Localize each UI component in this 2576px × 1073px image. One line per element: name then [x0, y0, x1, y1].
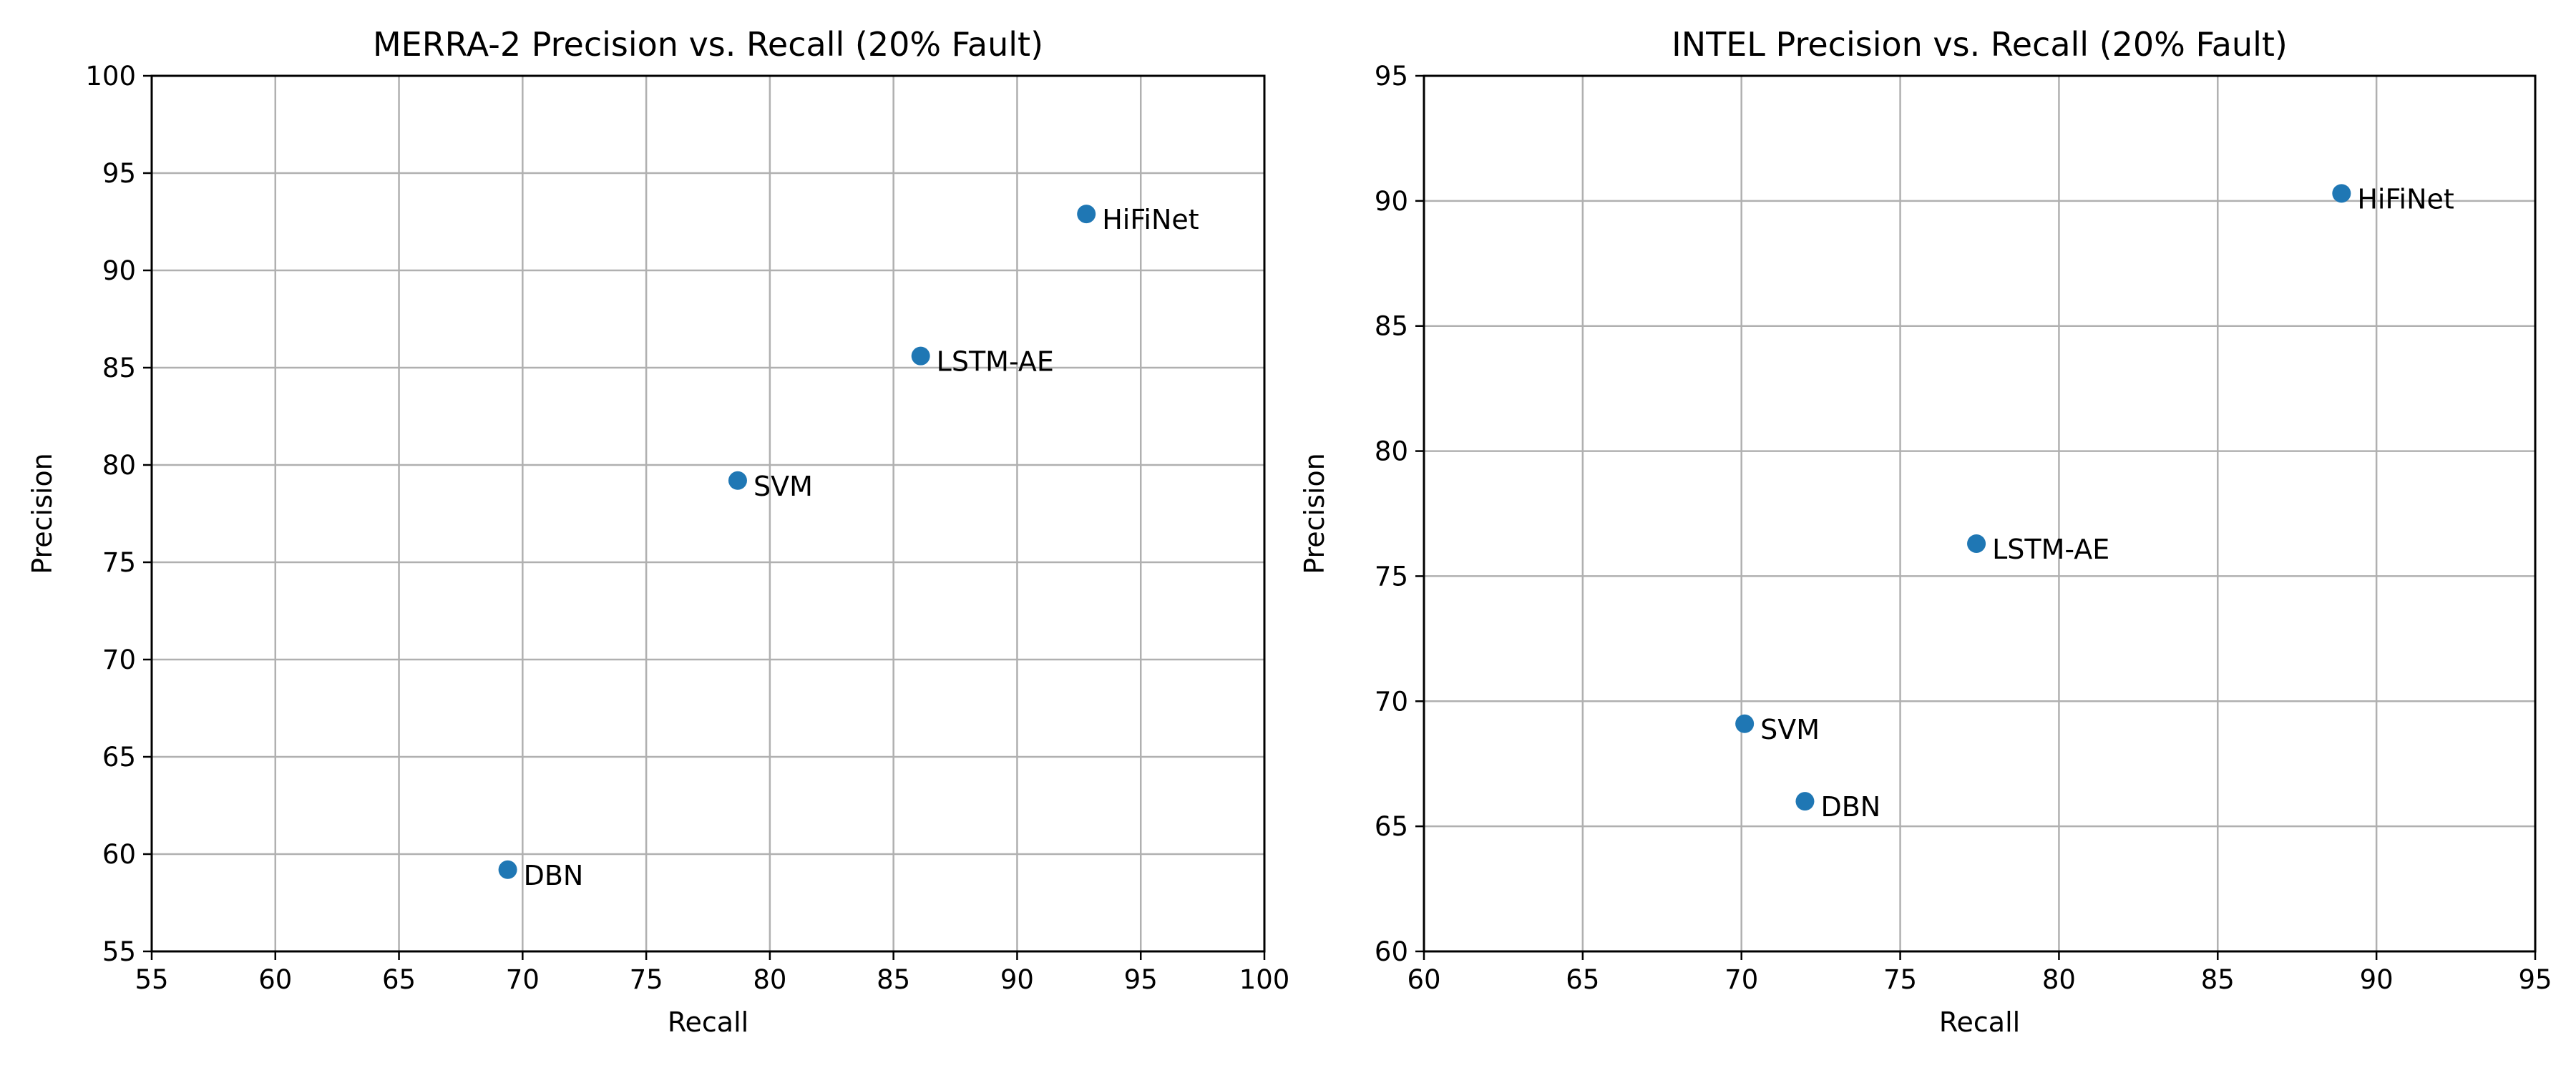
scatter-point — [1077, 205, 1096, 224]
x-tick-label: 85 — [2201, 964, 2235, 995]
x-tick-label: 80 — [753, 964, 786, 995]
y-tick-label: 75 — [102, 547, 136, 578]
point-label: SVM — [753, 471, 813, 502]
point-label: LSTM-AE — [1992, 534, 2109, 565]
scatter-point — [911, 346, 930, 366]
y-tick-label: 80 — [1375, 436, 1408, 467]
x-tick-label: 95 — [2518, 964, 2552, 995]
scatter-point — [1795, 792, 1815, 811]
x-axis-label: Recall — [668, 1006, 748, 1038]
y-tick-label: 80 — [102, 450, 136, 481]
x-axis-label: Recall — [1939, 1006, 2020, 1038]
y-tick-label: 100 — [85, 61, 136, 92]
point-label: HiFiNet — [2357, 183, 2454, 215]
x-tick-label: 90 — [2360, 964, 2394, 995]
y-tick-label: 90 — [1375, 186, 1408, 217]
point-label: DBN — [524, 860, 584, 891]
x-tick-label: 70 — [506, 964, 540, 995]
scatter-point — [2332, 184, 2351, 203]
y-tick-label: 95 — [102, 158, 136, 189]
scatter-point — [1967, 534, 1986, 553]
tick-marks: 60 65 70 75 80 85 90 95 60 65 70 75 80 85 90 95 — [1375, 61, 2552, 995]
merra2-scatter-chart: 55 60 65 70 75 80 85 90 95 100 55 60 65 70 75 80 85 90 95 1… — [26, 25, 1289, 1038]
point-label: LSTM-AE — [937, 346, 1054, 378]
x-tick-label: 65 — [382, 964, 416, 995]
plot-frame — [1423, 74, 2537, 953]
intel-scatter-chart: 60 65 70 75 80 85 90 95 60 65 70 75 80 85 90 95 SVM DBN L… — [1299, 25, 2552, 1038]
y-tick-label: 85 — [1375, 311, 1408, 342]
y-tick-label: 60 — [102, 839, 136, 870]
point-label: SVM — [1760, 714, 1820, 745]
plot-frame — [150, 74, 1266, 953]
x-tick-label: 65 — [1566, 964, 1599, 995]
y-axis-label: Precision — [1299, 453, 1330, 574]
x-tick-label: 85 — [877, 964, 910, 995]
scatter-point — [728, 471, 747, 490]
y-tick-label: 70 — [102, 645, 136, 675]
x-tick-label: 100 — [1239, 964, 1290, 995]
scatter-point — [498, 860, 517, 879]
y-tick-label: 70 — [1375, 686, 1408, 717]
chart-title: INTEL Precision vs. Recall (20% Fault) — [1672, 25, 2288, 64]
x-tick-label: 60 — [1407, 964, 1440, 995]
x-tick-label: 75 — [1883, 964, 1917, 995]
x-tick-label: 75 — [630, 964, 663, 995]
y-tick-label: 65 — [102, 742, 136, 773]
x-tick-label: 70 — [1724, 964, 1758, 995]
x-tick-label: 55 — [135, 964, 168, 995]
data-points: SVM DBN LSTM-AE HiFiNet — [1735, 183, 2454, 823]
y-tick-label: 95 — [1375, 61, 1408, 92]
scatter-point — [1735, 714, 1755, 733]
x-tick-label: 95 — [1124, 964, 1158, 995]
y-tick-label: 85 — [102, 353, 136, 383]
y-tick-label: 60 — [1375, 936, 1408, 967]
y-tick-label: 90 — [102, 255, 136, 286]
x-tick-label: 80 — [2042, 964, 2076, 995]
y-axis-label: Precision — [26, 453, 58, 574]
y-tick-label: 55 — [102, 936, 136, 967]
point-label: HiFiNet — [1102, 204, 1199, 235]
data-points: DBN SVM LSTM-AE HiFiNet — [498, 204, 1199, 891]
tick-marks: 55 60 65 70 75 80 85 90 95 100 55 60 65 70 75 80 85 90 95 1… — [85, 61, 1289, 995]
chart-title: MERRA-2 Precision vs. Recall (20% Fault) — [373, 25, 1043, 64]
y-tick-label: 65 — [1375, 811, 1408, 842]
x-tick-label: 90 — [1000, 964, 1034, 995]
point-label: DBN — [1820, 791, 1880, 823]
x-tick-label: 60 — [258, 964, 292, 995]
y-tick-label: 75 — [1375, 561, 1408, 592]
